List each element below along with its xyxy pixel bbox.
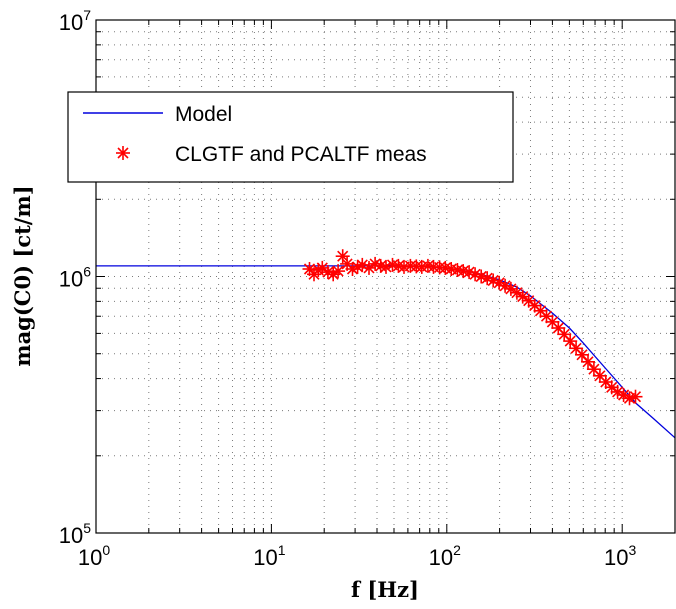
meas-point [610,384,625,399]
meas-point [480,271,495,286]
meas-point [628,389,643,404]
meas-point [373,258,388,273]
meas-point [331,264,346,279]
legend-box [67,91,514,183]
x-tick-label: 103 [604,542,636,570]
meas-point [311,263,326,277]
y-tick-label: 107 [59,7,91,35]
x-tick-label: 101 [253,542,285,570]
meas-point [551,321,566,335]
axis-ticks [95,19,676,534]
legend: Model CLGTF and PCALTF meas [67,91,514,183]
legend-meas-swatch [116,146,130,160]
model-series [96,265,676,439]
y-tick-label: 105 [59,520,91,548]
tick-labels: 100 101 102 103 105 106 107 [59,7,637,570]
meas-point [581,354,595,369]
measurement-series [302,249,643,406]
meas-point [335,249,350,264]
plot-frame [95,19,676,534]
y-axis-label: mag(C0) [ct/m] [10,185,35,366]
x-tick-label: 102 [429,542,461,570]
x-tick-label: 100 [78,542,110,570]
legend-model-label: Model [175,103,232,126]
y-tick-label: 106 [59,264,91,292]
meas-point [586,362,601,377]
legend-meas-label: CLGTF and PCALTF meas [175,143,427,166]
model-line [96,265,676,439]
meas-point [604,380,619,395]
x-axis-label: f [Hz] [351,577,419,602]
meas-point [563,334,578,349]
